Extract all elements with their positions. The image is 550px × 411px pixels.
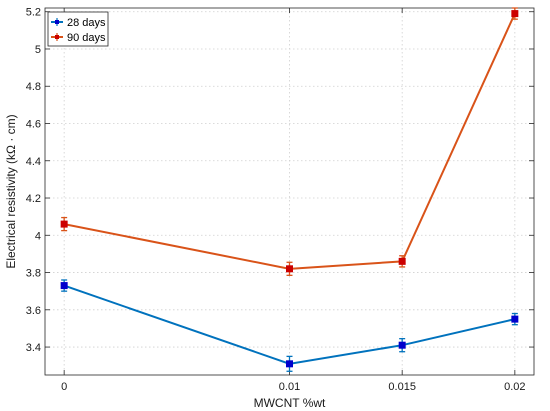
y-tick-label: 5.2 (26, 7, 41, 19)
data-point (511, 315, 519, 323)
data-point (398, 257, 406, 265)
y-tick-label: 4.6 (26, 119, 41, 131)
axis-ticks: 0 0.01 0.015 0.02 3.4 3.6 3.8 4 4.2 4.4 4.6 4.8 5 5.2 (26, 7, 534, 393)
data-point (60, 282, 68, 290)
plot-area-frame (44, 7, 535, 376)
x-tick-label: 0.015 (388, 381, 416, 393)
y-tick-label: 3.6 (26, 305, 41, 317)
legend-swatch-marker (55, 35, 59, 39)
x-tick-label: 0 (61, 381, 67, 393)
y-tick-label: 3.4 (26, 342, 41, 354)
data-point (60, 220, 68, 228)
x-tick-label: 0.02 (504, 381, 525, 393)
y-tick-label: 5 (35, 44, 41, 56)
data-point (286, 360, 293, 368)
series-1 (60, 279, 519, 372)
legend-label: 28 days (67, 17, 106, 29)
grid (45, 8, 534, 375)
x-tick-label: 0.01 (279, 381, 300, 393)
data-point (511, 10, 519, 18)
legend-label: 90 days (67, 32, 106, 44)
legend-swatch-marker (55, 20, 59, 24)
series-2 (60, 7, 519, 276)
legend-item: 90 days (51, 32, 106, 44)
series-line (63, 13, 516, 270)
y-tick-label: 4.2 (26, 193, 41, 205)
y-axis-label: Electrical resistivity (kΩ · cm) (4, 114, 18, 268)
legend: 28 days 90 days (47, 11, 109, 47)
legend-box (47, 11, 109, 47)
y-tick-label: 3.8 (26, 268, 41, 280)
data-point (398, 341, 406, 349)
data-point (286, 265, 293, 273)
y-tick-label: 4.4 (26, 156, 41, 168)
y-tick-label: 4 (35, 230, 41, 242)
series-layer (60, 7, 519, 372)
x-axis-label: MWCNT %wt (254, 396, 326, 410)
series-line (63, 284, 516, 365)
y-tick-label: 4.8 (26, 81, 41, 93)
legend-item: 28 days (51, 17, 106, 29)
